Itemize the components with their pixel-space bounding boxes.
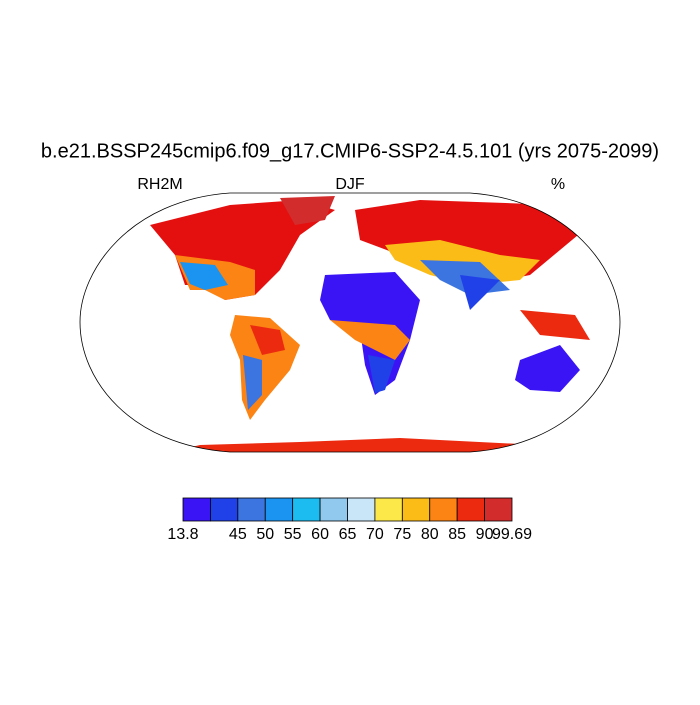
colorbar-label: 50	[256, 526, 274, 543]
colorbar-box	[319, 497, 348, 522]
colorbar-box	[484, 497, 513, 522]
colorbar-box	[182, 497, 211, 522]
map-outline	[79, 192, 621, 453]
colorbar-label: 80	[421, 526, 439, 543]
colorbar-box	[264, 497, 294, 522]
colorbar-label: 99.69	[492, 526, 532, 543]
chart-title: b.e21.BSSP245cmip6.f09_g17.CMIP6-SSP2-4.…	[41, 140, 659, 162]
colorbar-label: 55	[284, 526, 302, 543]
left-subtitle: RH2M	[137, 176, 182, 193]
right-subtitle: %	[551, 176, 565, 193]
colorbar-box	[374, 497, 403, 522]
colorbar-label: 60	[311, 526, 329, 543]
map-land	[150, 196, 590, 452]
colorbar-box	[429, 497, 458, 522]
colorbar-box	[292, 497, 321, 522]
colorbar-label: 65	[339, 526, 357, 543]
colorbar-box	[210, 497, 239, 522]
colorbar-box	[401, 497, 431, 522]
colorbar-label: 85	[448, 526, 466, 543]
colorbar-label: 13.8	[167, 526, 198, 543]
center-subtitle: DJF	[335, 176, 365, 193]
colorbar-label: 75	[393, 526, 411, 543]
colorbar-label: 90	[476, 526, 494, 543]
colorbar-label: 45	[229, 526, 247, 543]
colorbar-box	[456, 497, 485, 522]
colorbar-box	[347, 497, 376, 522]
colorbar-box	[237, 497, 266, 522]
colorbar-label: 70	[366, 526, 384, 543]
